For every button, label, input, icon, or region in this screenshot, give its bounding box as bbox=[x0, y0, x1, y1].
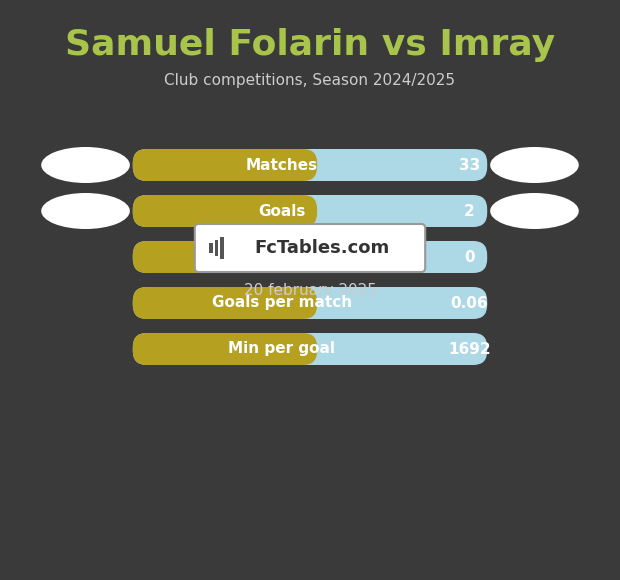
Ellipse shape bbox=[42, 193, 130, 229]
FancyBboxPatch shape bbox=[133, 333, 317, 365]
Text: FcTables.com: FcTables.com bbox=[254, 239, 389, 257]
Text: Min per goal: Min per goal bbox=[228, 342, 335, 357]
FancyBboxPatch shape bbox=[133, 149, 487, 181]
Text: 20 february 2025: 20 february 2025 bbox=[244, 282, 376, 298]
FancyBboxPatch shape bbox=[133, 287, 487, 319]
Text: 1692: 1692 bbox=[448, 342, 491, 357]
FancyBboxPatch shape bbox=[133, 333, 487, 365]
FancyBboxPatch shape bbox=[195, 224, 425, 272]
Bar bbox=[221, 237, 224, 259]
Ellipse shape bbox=[42, 147, 130, 183]
FancyBboxPatch shape bbox=[133, 241, 487, 273]
FancyBboxPatch shape bbox=[133, 195, 487, 227]
Text: 0.06: 0.06 bbox=[451, 295, 489, 310]
Bar bbox=[208, 243, 213, 253]
Text: Goals: Goals bbox=[258, 204, 305, 219]
Ellipse shape bbox=[490, 193, 578, 229]
Text: Club competitions, Season 2024/2025: Club competitions, Season 2024/2025 bbox=[164, 72, 456, 88]
Text: Samuel Folarin vs Imray: Samuel Folarin vs Imray bbox=[65, 28, 555, 62]
Bar bbox=[215, 240, 218, 256]
Ellipse shape bbox=[490, 147, 578, 183]
Text: 33: 33 bbox=[459, 158, 480, 172]
Text: Goals per match: Goals per match bbox=[211, 295, 352, 310]
FancyBboxPatch shape bbox=[133, 241, 317, 273]
Text: 0: 0 bbox=[464, 249, 475, 264]
FancyBboxPatch shape bbox=[133, 195, 317, 227]
Text: 2: 2 bbox=[464, 204, 475, 219]
Text: Hattricks: Hattricks bbox=[242, 249, 321, 264]
FancyBboxPatch shape bbox=[133, 287, 317, 319]
Text: Matches: Matches bbox=[246, 158, 317, 172]
FancyBboxPatch shape bbox=[133, 149, 317, 181]
